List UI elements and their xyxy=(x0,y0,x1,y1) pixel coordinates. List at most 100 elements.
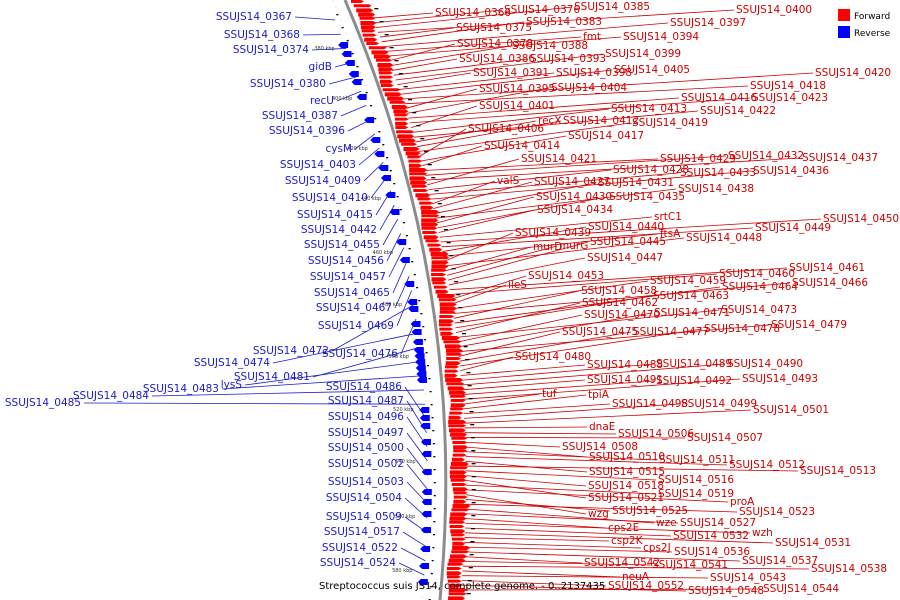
forward-gene-label[interactable]: SSUJS14_0477 xyxy=(633,326,709,338)
forward-gene-label[interactable]: SSUJS14_0498 xyxy=(612,398,688,410)
forward-gene-label[interactable]: SSUJS14_0493 xyxy=(742,373,818,385)
reverse-gene-label[interactable]: SSUJS14_0374 xyxy=(233,44,309,56)
reverse-gene-label[interactable]: gidB xyxy=(309,61,332,73)
forward-gene-label[interactable]: ftsA xyxy=(660,228,681,240)
forward-gene-label[interactable]: SSUJS14_0386 xyxy=(459,53,535,65)
reverse-gene-label[interactable]: SSUJS14_0410 xyxy=(292,192,368,204)
forward-gene-label[interactable]: murD xyxy=(533,241,562,253)
forward-gene-label[interactable]: SSUJS14_0434 xyxy=(537,204,613,216)
forward-gene-label[interactable]: SSUJS14_0466 xyxy=(792,277,868,289)
forward-gene-label[interactable]: wze xyxy=(656,517,677,529)
forward-gene-label[interactable]: SSUJS14_0394 xyxy=(623,31,699,43)
forward-gene-label[interactable]: SSUJS14_0458 xyxy=(581,285,657,297)
forward-gene-label[interactable]: cps2J xyxy=(643,542,671,554)
forward-gene-label[interactable]: SSUJS14_0510 xyxy=(589,451,665,463)
forward-gene-label[interactable]: SSUJS14_0375 xyxy=(456,22,532,34)
forward-gene-label[interactable]: SSUJS14_0492 xyxy=(656,375,732,387)
reverse-gene-label[interactable]: SSUJS14_0472 xyxy=(253,345,329,357)
forward-gene-label[interactable]: SSUJS14_0393 xyxy=(530,53,606,65)
forward-gene-label[interactable]: SSUJS14_0521 xyxy=(588,492,664,504)
reverse-gene-label[interactable]: SSUJS14_0496 xyxy=(328,411,404,423)
forward-gene-label[interactable]: SSUJS14_0471 xyxy=(654,307,730,319)
forward-gene-label[interactable]: SSUJS14_0416 xyxy=(681,92,757,104)
forward-gene-label[interactable]: SSUJS14_0429 xyxy=(660,153,736,165)
forward-gene-label[interactable]: SSUJS14_0488 xyxy=(587,359,663,371)
reverse-gene-label[interactable]: SSUJS14_0476 xyxy=(322,348,398,360)
forward-gene-label[interactable]: SSUJS14_0436 xyxy=(753,165,829,177)
forward-gene-label[interactable]: SSUJS14_0406 xyxy=(468,123,544,135)
forward-gene-label[interactable]: SSUJS14_0376 xyxy=(504,4,580,16)
forward-gene-label[interactable]: SSUJS14_0427 xyxy=(534,176,610,188)
reverse-gene-label[interactable]: SSUJS14_0509 xyxy=(326,511,402,523)
forward-gene-label[interactable]: SSUJS14_0512 xyxy=(729,459,805,471)
forward-gene-label[interactable]: SSUJS14_0544 xyxy=(763,583,839,595)
forward-gene-label[interactable]: SSUJS14_0537 xyxy=(742,555,818,567)
forward-gene-label[interactable]: wzh xyxy=(752,527,773,539)
forward-gene-label[interactable]: SSUJS14_0538 xyxy=(811,563,887,575)
forward-gene-label[interactable]: murG xyxy=(559,240,588,252)
forward-gene-label[interactable]: SSUJS14_0453 xyxy=(528,270,604,282)
forward-gene-label[interactable]: SSUJS14_0542 xyxy=(584,557,660,569)
forward-gene-label[interactable]: SSUJS14_0405 xyxy=(614,64,690,76)
forward-gene-label[interactable]: SSUJS14_0430 xyxy=(536,191,612,203)
forward-gene-label[interactable]: SSUJS14_0523 xyxy=(739,506,815,518)
reverse-gene-label[interactable]: SSUJS14_0474 xyxy=(194,357,270,369)
forward-gene-label[interactable]: SSUJS14_0515 xyxy=(589,466,665,478)
forward-gene-label[interactable]: SSUJS14_0501 xyxy=(753,404,829,416)
forward-gene-label[interactable]: SSUJS14_0433 xyxy=(680,167,756,179)
forward-gene-label[interactable]: SSUJS14_0404 xyxy=(551,82,627,94)
forward-gene-label[interactable]: SSUJS14_0428 xyxy=(613,164,689,176)
forward-gene-label[interactable]: SSUJS14_0445 xyxy=(590,236,666,248)
forward-gene-label[interactable]: SSUJS14_0513 xyxy=(800,465,876,477)
reverse-gene-label[interactable]: SSUJS14_0456 xyxy=(308,255,384,267)
forward-gene-label[interactable]: SSUJS14_0527 xyxy=(680,517,756,529)
reverse-gene-label[interactable]: SSUJS14_0465 xyxy=(314,287,390,299)
reverse-gene-label[interactable]: cysM xyxy=(325,143,352,155)
forward-gene-label[interactable]: SSUJS14_0385 xyxy=(574,1,650,13)
reverse-gene-label[interactable]: lysS xyxy=(221,379,243,391)
forward-gene-label[interactable]: SSUJS14_0499 xyxy=(681,398,757,410)
forward-gene-label[interactable]: SSUJS14_0439 xyxy=(515,227,591,239)
forward-gene-label[interactable]: SSUJS14_0447 xyxy=(587,252,663,264)
forward-gene-label[interactable]: SSUJS14_0462 xyxy=(582,297,658,309)
reverse-gene-label[interactable]: SSUJS14_0504 xyxy=(326,492,402,504)
forward-gene-label[interactable]: SSUJS14_0383 xyxy=(526,16,602,28)
forward-gene-label[interactable]: SSUJS14_0491 xyxy=(587,374,663,386)
forward-gene-label[interactable]: proA xyxy=(730,496,755,508)
reverse-gene-label[interactable]: SSUJS14_0387 xyxy=(262,110,338,122)
forward-gene-label[interactable]: SSUJS14_0449 xyxy=(755,222,831,234)
forward-gene-label[interactable]: SSUJS14_0475 xyxy=(562,326,638,338)
forward-gene-label[interactable]: SSUJS14_0507 xyxy=(687,432,763,444)
forward-gene-label[interactable]: SSUJS14_0536 xyxy=(674,546,750,558)
forward-gene-label[interactable]: SSUJS14_0461 xyxy=(789,262,865,274)
forward-gene-label[interactable]: tpiA xyxy=(588,389,610,401)
forward-gene-label[interactable]: SSUJS14_0398 xyxy=(556,67,632,79)
forward-gene-label[interactable]: SSUJS14_0397 xyxy=(670,17,746,29)
forward-gene-label[interactable]: SSUJS14_0464 xyxy=(722,281,798,293)
forward-gene-label[interactable]: SSUJS14_0378 xyxy=(457,38,533,50)
forward-gene-label[interactable]: SSUJS14_0417 xyxy=(568,130,644,142)
reverse-gene-label[interactable]: SSUJS14_0486 xyxy=(326,381,402,393)
forward-gene-label[interactable]: csp2K xyxy=(611,535,644,547)
reverse-gene-label[interactable]: SSUJS14_0485 xyxy=(5,397,81,409)
forward-gene-label[interactable]: SSUJS14_0413 xyxy=(611,103,687,115)
forward-gene-label[interactable]: SSUJS14_0388 xyxy=(512,40,588,52)
reverse-gene-label[interactable]: SSUJS14_0500 xyxy=(328,442,404,454)
reverse-gene-label[interactable]: SSUJS14_0469 xyxy=(318,320,394,332)
reverse-gene-label[interactable]: SSUJS14_0457 xyxy=(310,271,386,283)
forward-gene-label[interactable]: wzg xyxy=(588,508,609,520)
reverse-gene-label[interactable]: SSUJS14_0367 xyxy=(216,11,292,23)
forward-gene-label[interactable]: SSUJS14_0438 xyxy=(678,183,754,195)
forward-gene-label[interactable]: SSUJS14_0448 xyxy=(686,232,762,244)
reverse-gene-label[interactable]: SSUJS14_0368 xyxy=(224,29,300,41)
forward-gene-label[interactable]: SSUJS14_0423 xyxy=(752,92,828,104)
reverse-gene-label[interactable]: SSUJS14_0380 xyxy=(250,78,326,90)
forward-gene-label[interactable]: SSUJS14_0519 xyxy=(658,488,734,500)
forward-gene-label[interactable]: SSUJS14_0395 xyxy=(479,83,555,95)
forward-gene-label[interactable]: SSUJS14_0412 xyxy=(563,115,639,127)
forward-gene-label[interactable]: SSUJS14_0366 xyxy=(435,7,511,19)
forward-gene-label[interactable]: SSUJS14_0548 xyxy=(688,585,764,597)
forward-gene-label[interactable]: SSUJS14_0437 xyxy=(802,152,878,164)
reverse-gene-label[interactable]: SSUJS14_0467 xyxy=(316,302,392,314)
forward-gene-label[interactable]: SSUJS14_0506 xyxy=(618,428,694,440)
